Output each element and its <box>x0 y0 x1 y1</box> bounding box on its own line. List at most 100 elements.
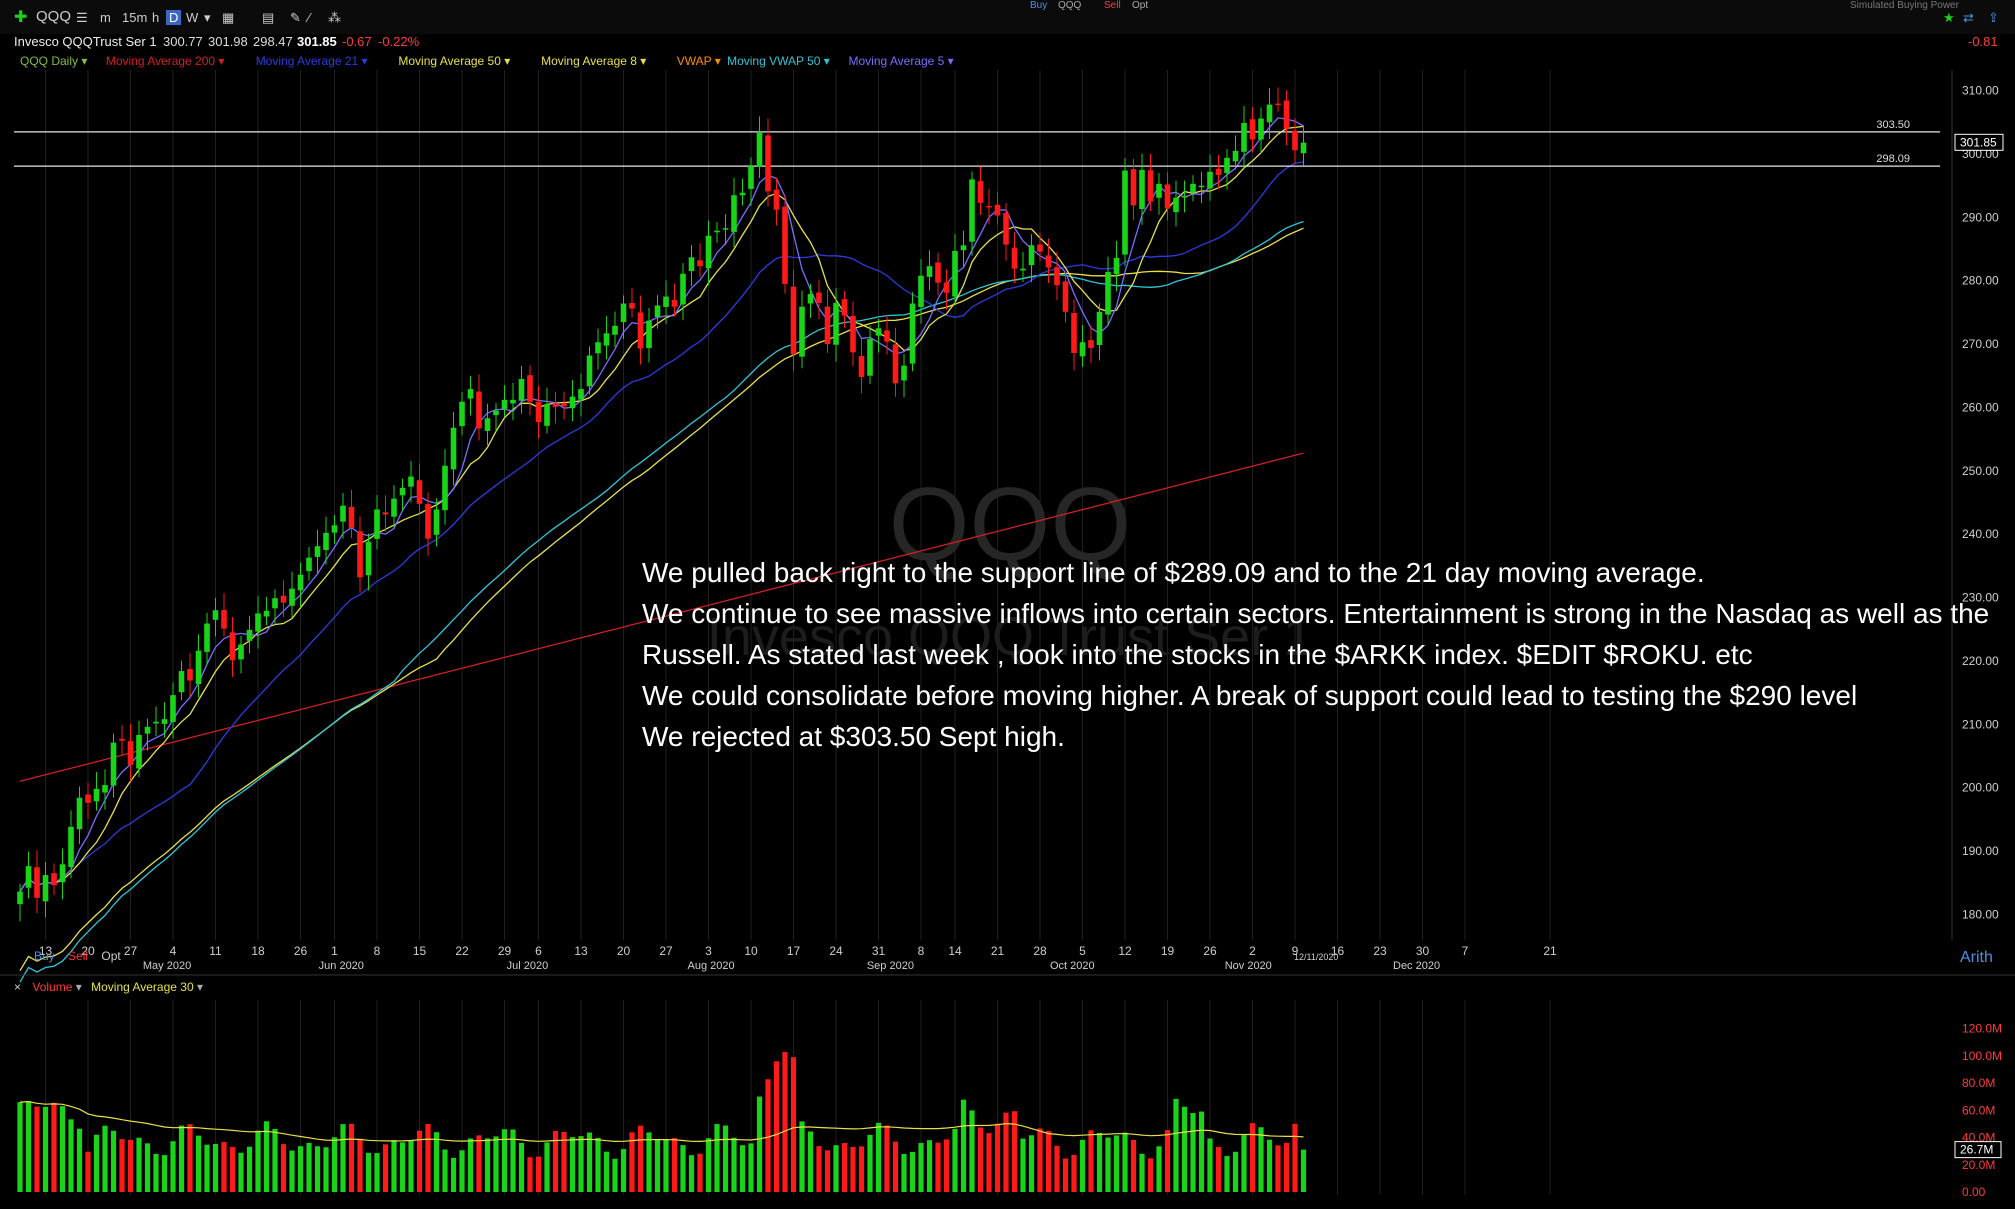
volume-bar <box>85 1151 91 1192</box>
volume-bar <box>1224 1156 1230 1192</box>
candle-body <box>595 342 601 354</box>
order-opt-label[interactable]: Opt <box>1132 0 1149 11</box>
candle-body <box>1224 157 1230 174</box>
order-symbol-label[interactable]: QQQ <box>1058 0 1082 11</box>
volume-bar <box>833 1145 839 1192</box>
candle-body <box>782 206 788 284</box>
date-tick: 26 <box>1203 944 1217 958</box>
volume-bar <box>476 1135 482 1192</box>
candle-body <box>918 275 924 307</box>
candle-body <box>1164 184 1171 209</box>
tf-button-h[interactable]: h <box>152 10 160 25</box>
tf-button-15m[interactable]: 15m <box>122 10 148 25</box>
candle-body <box>51 873 57 886</box>
volume-bar <box>884 1125 890 1192</box>
candle-body <box>238 644 244 660</box>
candle-body <box>1037 244 1043 252</box>
close-pane-icon[interactable]: × <box>14 980 22 994</box>
draw-line-icon[interactable]: ∕ <box>308 10 311 25</box>
candle-body <box>289 588 295 606</box>
study-4[interactable]: Moving Average 8 ▾ <box>541 54 647 68</box>
volume-tick: 80.0M <box>1962 1076 1995 1090</box>
buy-button[interactable]: Buy <box>34 949 55 963</box>
volume-bar <box>688 1155 695 1192</box>
volume-bar <box>93 1134 100 1192</box>
volume-bar <box>926 1140 933 1192</box>
volume-bar <box>935 1142 941 1192</box>
chevron-down-icon[interactable]: ▾ <box>196 980 203 994</box>
date-tick: 31 <box>872 944 886 958</box>
volume-bar <box>569 1137 576 1192</box>
date-tick: 6 <box>535 944 542 958</box>
candle-body <box>204 623 210 652</box>
candle-body <box>127 741 134 765</box>
tf-button-d[interactable]: D <box>166 10 182 25</box>
ma200-line <box>19 452 1304 782</box>
study-0[interactable]: QQQ Daily ▾ <box>20 54 88 68</box>
tf-button-m[interactable]: m <box>100 10 111 25</box>
chevron-down-icon[interactable]: ▾ <box>75 980 82 994</box>
order-bar[interactable]: Buy Sell Opt <box>14 949 121 963</box>
symbol-input[interactable]: QQQ <box>36 8 72 25</box>
volume-bar <box>331 1137 338 1192</box>
volume-label[interactable]: Volume <box>32 980 73 994</box>
sell-button[interactable]: Sell <box>68 949 89 963</box>
date-tick: 21 <box>1543 944 1557 958</box>
volume-bar <box>850 1146 856 1192</box>
volume-bar <box>1054 1145 1060 1192</box>
volume-ma-label[interactable]: Moving Average 30 <box>91 980 194 994</box>
study-6[interactable]: Moving VWAP 50 ▾ <box>727 54 830 68</box>
candle-body <box>1113 257 1120 275</box>
share-icon[interactable]: ⇪ <box>1988 10 1999 25</box>
opt-button[interactable]: Opt <box>101 949 121 963</box>
candle-body <box>867 339 873 376</box>
date-tick: 11 <box>209 944 222 958</box>
calendar-icon[interactable]: ▤ <box>262 10 275 25</box>
candle-body <box>1088 340 1094 348</box>
mvwap50-line <box>19 220 1304 983</box>
price-tick: 310.00 <box>1962 84 1999 98</box>
volume-bar <box>765 1079 771 1192</box>
volume-bar <box>1283 1142 1290 1192</box>
date-tick: 27 <box>124 944 138 958</box>
month-tick: Jul 2020 <box>507 960 549 972</box>
order-buy-label[interactable]: Buy <box>1030 0 1048 11</box>
study-5[interactable]: VWAP ▾ <box>676 54 721 68</box>
volume-legend: × Volume ▾ Moving Average 30 ▾ <box>14 980 203 994</box>
candle-body <box>654 305 661 317</box>
study-7[interactable]: Moving Average 5 ▾ <box>848 54 954 68</box>
volume-bar <box>799 1121 805 1192</box>
candle-body <box>824 306 831 345</box>
volume-bar <box>1232 1151 1239 1192</box>
candle-body <box>1020 268 1026 271</box>
month-tick: Oct 2020 <box>1050 960 1095 972</box>
volume-bar <box>153 1153 159 1192</box>
chevron-down-icon[interactable]: ▾ <box>204 10 211 25</box>
study-2[interactable]: Moving Average 21 ▾ <box>255 54 368 68</box>
volume-bar <box>1215 1146 1222 1192</box>
link-icon[interactable]: ⇄ <box>1963 10 1974 25</box>
list-icon[interactable]: ☰ <box>76 10 88 25</box>
tf-button-w[interactable]: W <box>186 10 199 25</box>
study-3[interactable]: Moving Average 50 ▾ <box>398 54 511 68</box>
candle-body <box>892 344 899 384</box>
volume-bar <box>187 1124 193 1192</box>
volume-bar <box>654 1139 661 1192</box>
candle-body <box>93 788 100 802</box>
add-icon[interactable]: ✚ <box>14 9 28 26</box>
draw-icon[interactable]: ✎ <box>290 10 301 25</box>
chart-type-icon[interactable]: ▦ <box>222 10 235 25</box>
volume-bar <box>1045 1130 1052 1192</box>
order-sell-label[interactable]: Sell <box>1104 0 1121 11</box>
candle-body <box>1241 122 1247 152</box>
candle-body <box>348 506 355 528</box>
settings-icon[interactable]: ⁂ <box>328 10 341 25</box>
volume-bar <box>433 1132 440 1192</box>
hline-label-1: 298.09 <box>1876 153 1910 165</box>
scale-mode-button[interactable]: Arith <box>1960 949 1993 966</box>
date-tick: 13 <box>574 944 588 958</box>
candle-body <box>986 205 992 208</box>
study-1[interactable]: Moving Average 200 ▾ <box>105 54 225 68</box>
star-icon[interactable]: ★ <box>1943 10 1955 25</box>
